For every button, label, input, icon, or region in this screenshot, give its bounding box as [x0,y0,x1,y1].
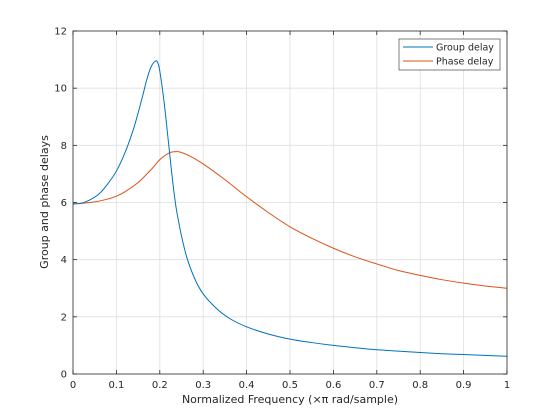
legend-label-phase-delay: Phase delay [436,57,494,68]
legend-label-group-delay: Group delay [436,43,494,54]
y-axis-label: Group and phase delays [38,135,51,269]
legend-box [398,38,501,71]
x-tick-label: 0 [70,380,76,391]
x-tick-label: 0.1 [108,380,124,391]
series-line-group-delay [72,60,508,357]
y-tick-label: 2 [61,312,67,323]
x-tick-label: 0.4 [239,380,255,391]
grid-lines [73,31,507,374]
x-tick-label: 1 [504,380,510,391]
series-line-phase-delay [72,151,508,289]
x-tick-label: 0.3 [195,380,211,391]
x-tick-label: 0.2 [152,380,168,391]
tick-marks [72,30,508,375]
x-tick-label: 0.7 [369,380,385,391]
x-tick-label: 0.9 [456,380,472,391]
y-tick-label: 8 [61,141,67,152]
y-tick-label: 12 [54,27,67,38]
series-layer [72,60,508,357]
x-axis-label: Normalized Frequency (×π rad/sample) [182,393,398,406]
x-tick-label: 0.6 [325,380,341,391]
y-tick-label: 0 [61,370,67,381]
x-tick-label: 0.8 [412,380,428,391]
x-tick-label: 0.5 [282,380,298,391]
y-tick-label: 4 [61,255,67,266]
y-tick-label: 10 [54,84,67,95]
y-tick-label: 6 [61,198,67,209]
legend: Group delay Phase delay [398,38,501,71]
